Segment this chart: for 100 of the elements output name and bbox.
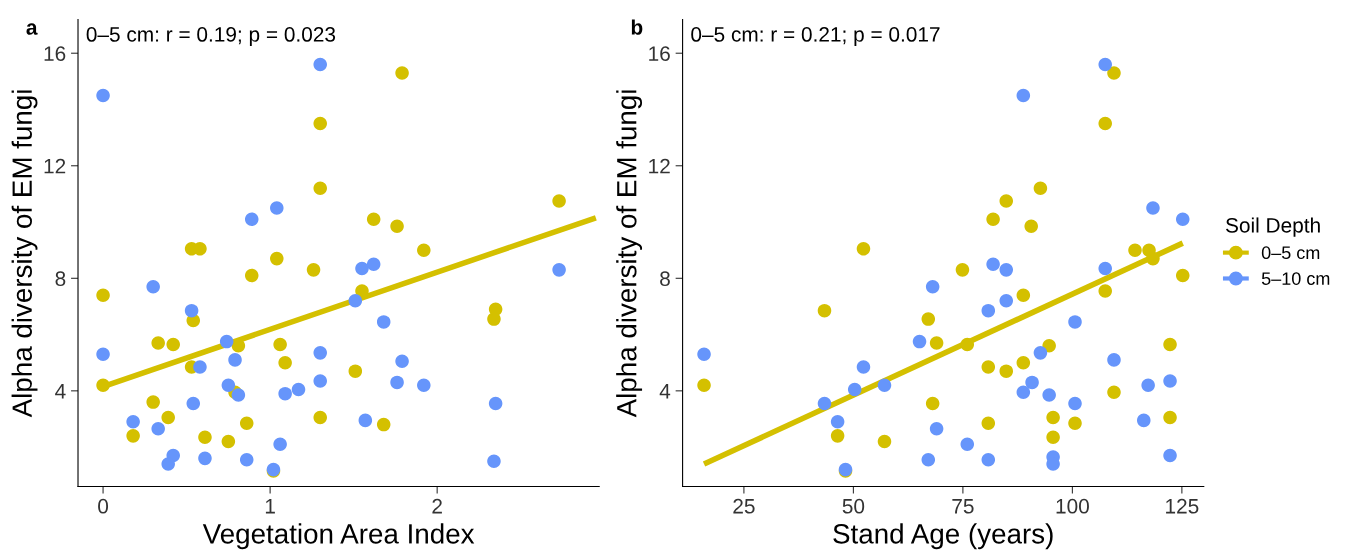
point [161,457,175,471]
point [126,415,140,429]
point [166,337,180,352]
x-axis-title: Vegetation Area Index [202,523,475,550]
point [96,347,110,362]
point [1068,396,1082,411]
point [1025,375,1039,390]
point [1163,337,1177,352]
point [184,303,199,318]
point [925,396,940,411]
point [376,417,391,432]
point [1042,388,1056,402]
point [1141,378,1155,392]
point [146,279,160,294]
point [96,88,110,103]
point [366,257,381,271]
point [1068,315,1082,329]
point [1137,413,1151,428]
point [1128,243,1142,257]
point [1163,374,1177,388]
point [697,378,711,392]
y-tick-label: 12 [44,158,66,174]
point [1016,385,1031,400]
point [313,57,327,72]
point [313,410,327,425]
point [313,116,327,131]
point [955,263,970,277]
point [912,334,927,349]
point [146,395,160,409]
legend-label: 5–10 cm [1261,272,1330,285]
point [921,312,936,326]
point [1107,66,1121,80]
point [193,360,207,374]
point [817,396,832,411]
point [999,194,1014,208]
x-axis-title: Stand Age (years) [833,523,1053,550]
point [999,263,1014,277]
x-tick-label: 75 [952,499,974,514]
point [348,294,363,308]
point [981,416,996,430]
point [877,378,892,392]
x-tick-label: 100 [1056,498,1089,514]
point [552,263,566,277]
point [278,386,292,401]
point [697,347,711,362]
point [999,294,1014,308]
point [198,451,212,466]
y-tick-label: 12 [649,158,670,174]
point [986,257,1000,271]
chart-title: b [631,19,643,35]
point [221,434,236,449]
point [856,360,871,374]
point [219,334,234,349]
y-tick-label: 16 [649,46,670,61]
point [161,410,175,425]
point [487,312,501,326]
point [395,354,409,369]
point [231,339,246,353]
point [417,378,431,392]
point [186,396,201,411]
point [193,241,207,256]
point [1024,219,1038,234]
chart-title: a [26,23,38,35]
point [390,219,404,234]
point [1146,201,1160,215]
point [151,422,165,436]
point [981,360,996,374]
point [847,382,862,397]
point [358,413,373,428]
point [1098,284,1112,298]
point [877,434,892,449]
y-tick-label: 4 [55,384,66,399]
point [270,251,284,266]
point [1098,57,1112,72]
point [981,453,996,467]
point [1098,116,1112,131]
y-axis-title: Alpha diversity of EM fungi [11,90,38,418]
point [228,353,242,367]
point [1016,355,1031,370]
point [1163,410,1177,425]
annotation: 0–5 cm: r = 0.21; p = 0.017 [691,27,940,46]
point [273,337,287,352]
x-tick-label: 1 [265,499,275,514]
point [1046,430,1060,445]
point [306,263,321,277]
point [313,374,327,388]
annotation: 0–5 cm: r = 0.19; p = 0.023 [86,27,336,46]
point [830,429,845,443]
point [960,337,975,352]
y-tick-label: 8 [55,271,66,287]
point [366,212,381,226]
point [1068,416,1082,430]
point [355,284,369,298]
x-tick-label: 50 [842,498,865,514]
point [313,181,327,196]
point [921,453,936,467]
point [1098,261,1112,276]
x-tick-label: 25 [733,498,755,514]
point [817,303,832,318]
point [1033,346,1048,360]
